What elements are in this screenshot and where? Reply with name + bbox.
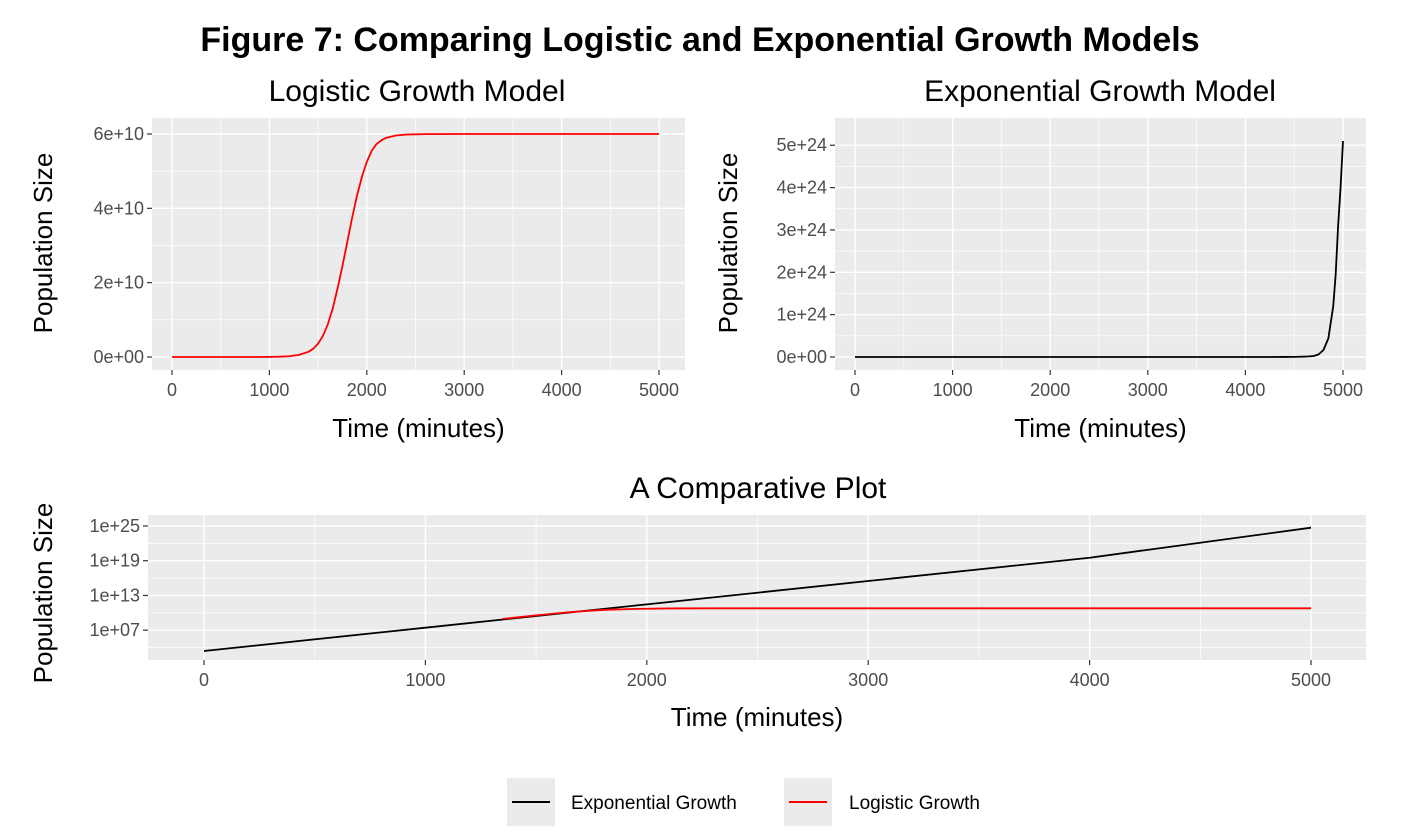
legend-label: Logistic Growth — [849, 793, 980, 814]
y-tick-label: 2e+10 — [93, 273, 144, 293]
panel-title: Logistic Growth Model — [269, 75, 566, 108]
legend-item-exponential-growth: Exponential Growth — [507, 778, 737, 826]
chart-panel-3: 0 1000 2000 3000 4000 5000 1e+07 1e+13 1e+19 1e+2… — [28, 472, 1366, 732]
x-tick-label: 2000 — [347, 380, 387, 400]
gridlines — [148, 515, 1366, 660]
figure-title: Figure 7: Comparing Logistic and Exponen… — [200, 21, 1199, 59]
series-line-exponential-growth — [855, 140, 1344, 358]
x-axis-title: Time (minutes) — [1014, 413, 1186, 443]
y-tick-label: 4e+24 — [776, 178, 827, 198]
series-line-logistic-growth — [502, 607, 1311, 620]
y-tick-label: 4e+10 — [93, 198, 144, 218]
panel-title: Exponential Growth Model — [924, 75, 1276, 108]
series-line-logistic-growth — [172, 133, 659, 358]
panel-background — [152, 118, 685, 370]
y-tick-label: 6e+10 — [93, 124, 144, 144]
y-axis-title: Population Size — [28, 503, 58, 684]
chart-panel-2: 0 1000 2000 3000 4000 5000 0e+00 1e+24 2e+24 3e+2… — [713, 75, 1366, 443]
x-tick-label: 0 — [850, 380, 860, 400]
x-tick-label: 0 — [167, 380, 177, 400]
y-tick-label: 0e+00 — [93, 347, 144, 367]
x-tick-label: 4000 — [1225, 380, 1265, 400]
x-axis-title: Time (minutes) — [332, 413, 504, 443]
panels-group: 0 1000 2000 3000 4000 5000 0e+00 2e+10 4e+10 6e+1… — [28, 75, 1366, 732]
chart-panel-1: 0 1000 2000 3000 4000 5000 0e+00 2e+10 4e+10 6e+1… — [28, 75, 685, 443]
panel-background — [835, 118, 1366, 370]
x-tick-label: 4000 — [542, 380, 582, 400]
y-tick-label: 1e+07 — [89, 620, 140, 640]
y-tick-label: 0e+00 — [776, 347, 827, 367]
x-tick-label: 0 — [199, 670, 209, 690]
x-tick-label: 2000 — [1030, 380, 1070, 400]
y-tick-label: 1e+25 — [89, 516, 140, 536]
x-tick-label: 1000 — [249, 380, 289, 400]
x-tick-label: 1000 — [405, 670, 445, 690]
legend-item-logistic-growth: Logistic Growth — [784, 778, 980, 826]
y-tick-label: 1e+19 — [89, 551, 140, 571]
x-tick-label: 5000 — [1323, 380, 1363, 400]
legend: Exponential Growth Logistic Growth — [507, 778, 980, 826]
y-tick-label: 1e+24 — [776, 305, 827, 325]
y-axis-title: Population Size — [713, 153, 743, 334]
y-tick-label: 1e+13 — [89, 585, 140, 605]
x-tick-label: 2000 — [627, 670, 667, 690]
y-tick-label: 2e+24 — [776, 262, 827, 282]
series-line-exponential-growth — [203, 526, 1312, 652]
x-tick-label: 3000 — [444, 380, 484, 400]
x-axis-title: Time (minutes) — [671, 702, 843, 732]
y-axis-title: Population Size — [28, 153, 58, 334]
panel-title: A Comparative Plot — [630, 472, 887, 505]
y-tick-label: 3e+24 — [776, 220, 827, 240]
x-tick-label: 1000 — [933, 380, 973, 400]
legend-label: Exponential Growth — [571, 793, 737, 814]
x-tick-label: 5000 — [1291, 670, 1331, 690]
x-tick-label: 3000 — [1128, 380, 1168, 400]
x-tick-label: 5000 — [639, 380, 679, 400]
y-tick-label: 5e+24 — [776, 135, 827, 155]
x-tick-label: 3000 — [848, 670, 888, 690]
x-tick-label: 4000 — [1070, 670, 1110, 690]
